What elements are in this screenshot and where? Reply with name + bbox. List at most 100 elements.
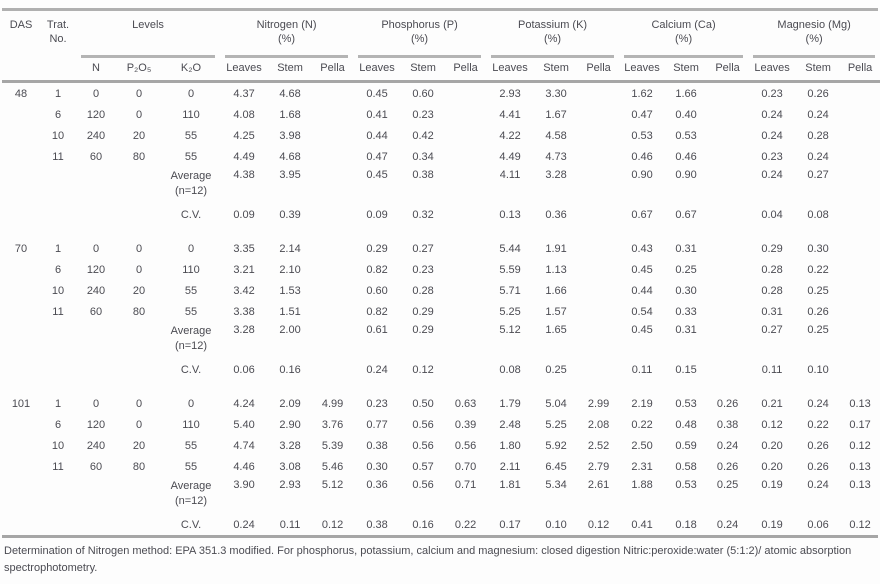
value-cell-8 [578,82,619,105]
cv-value-cell-14 [840,204,880,225]
level-cell-0: 60 [89,150,103,163]
subcol-levels-p2o5: P₂O₅ [116,58,162,83]
trat-no-cell: 6 [54,418,62,431]
average-value-cell-8: 2.61 [587,479,610,491]
value-cell-10: 1.66 [675,87,697,100]
cv-value-cell-2 [312,359,353,380]
value-cell-9: 2.50 [631,439,653,452]
value-cell-11 [707,280,748,301]
value-cell-5 [445,82,486,105]
value-cell-0: 4.74 [233,439,255,452]
level-cell-1: 20 [132,129,146,142]
value-cell-12: 0.20 [761,439,783,452]
level-cell-1 [116,477,162,514]
data-row: 6 120 0 110 3.21 2.10 0.82 0.23 5.59 1.13 0.45 0.25… [2,259,880,280]
value-cell-13: 0.26 [807,87,829,100]
subcol-n-pella: Pella [312,58,354,83]
average-value-cell-5 [445,322,486,359]
value-cell-0: 3.21 [233,263,255,276]
value-cell-12: 0.23 [761,87,783,100]
level-cell-2: 55 [184,150,198,163]
value-cell-14: 0.12 [849,439,871,452]
subcol-n-leaves: Leaves [220,58,269,83]
value-cell-6: 2.93 [499,87,521,100]
table-footnote: Determination of Nitrogen method: EPA 35… [4,545,852,574]
value-cell-2: 5.46 [321,460,344,473]
das-cell [2,456,40,477]
group-header-calcium: Calcium (Ca) (%) [619,13,748,58]
level-cell-0: 0 [92,242,100,255]
value-cell-8 [578,301,619,322]
cv-value-cell-2: 0.12 [321,518,344,531]
value-cell-1: 4.68 [279,150,301,163]
value-cell-12: 0.28 [761,284,783,297]
cv-value-cell-8 [578,359,619,380]
level-cell-0 [76,322,116,359]
section-spacer [2,380,880,393]
cv-value-cell-4: 0.32 [412,208,434,221]
value-cell-1: 2.90 [279,418,301,431]
table-header: DAS Trat. No. Levels Nitrogen (N) (%) [2,13,880,83]
level-cell-1: 80 [132,150,146,163]
value-cell-10: 0.58 [675,460,697,473]
value-cell-3: 0.60 [366,284,388,297]
level-cell-0: 60 [89,305,103,318]
value-cell-13: 0.26 [807,305,829,318]
value-cell-7: 1.67 [545,108,567,121]
col-header-das: DAS [2,13,40,83]
value-cell-3: 0.47 [366,150,388,163]
level-cell-2: 110 [182,263,200,276]
value-cell-13: 0.24 [807,150,829,163]
average-value-cell-3: 0.45 [366,169,388,181]
cv-value-cell-13: 0.06 [807,518,829,531]
value-cell-14 [840,104,880,125]
value-cell-3: 0.29 [366,242,388,255]
value-cell-7: 6.45 [545,460,567,473]
value-cell-1: 1.53 [279,284,301,297]
level-cell-0: 120 [86,263,106,276]
cv-value-cell-1: 0.39 [279,208,301,221]
group-pct-phosphorus: (%) [410,33,429,46]
value-cell-8 [578,104,619,125]
value-cell-13: 0.26 [807,439,829,452]
subcol-ca-stem: Stem [665,58,708,83]
average-value-cell-11 [707,167,748,204]
value-cell-1: 1.51 [279,305,301,318]
value-cell-9: 0.47 [631,108,653,121]
value-cell-8 [578,280,619,301]
value-cell-8: 2.99 [587,397,610,410]
value-cell-2 [312,259,353,280]
value-cell-9: 0.44 [631,284,653,297]
value-cell-12: 0.21 [761,397,783,410]
average-value-cell-9: 1.88 [631,479,653,491]
value-cell-2 [312,104,353,125]
cv-value-cell-6: 0.13 [499,208,521,221]
average-value-cell-4: 0.29 [412,324,434,336]
value-cell-11: 0.26 [716,397,739,410]
average-label: Average [170,170,212,182]
average-value-cell-1: 2.00 [279,324,301,336]
value-cell-7: 1.57 [545,305,567,318]
value-cell-7: 5.04 [545,397,567,410]
cv-value-cell-9: 0.41 [631,518,653,531]
value-cell-12: 0.24 [761,129,783,142]
value-cell-3: 0.45 [366,87,388,100]
das-cell [2,359,40,380]
value-cell-4: 0.50 [412,397,434,410]
value-cell-14: 0.13 [849,460,871,473]
das-cell [2,146,40,167]
value-cell-14 [840,238,880,259]
average-value-cell-2 [312,167,353,204]
value-cell-12: 0.23 [761,150,783,163]
subcol-p-leaves: Leaves [353,58,402,83]
value-cell-5: 0.56 [454,439,477,452]
value-cell-13: 0.24 [807,397,829,410]
cv-row: C.V. 0.09 0.39 0.09 0.32 0.13 0.36 0.67 0.67 0.04… [2,204,880,225]
value-cell-6: 4.41 [499,108,521,121]
group-label-phosphorus: Phosphorus (P) [381,19,458,31]
cv-value-cell-4: 0.16 [412,518,434,531]
cv-value-cell-3: 0.24 [366,363,388,376]
cv-value-cell-0: 0.09 [233,208,255,221]
value-cell-10: 0.31 [675,242,697,255]
